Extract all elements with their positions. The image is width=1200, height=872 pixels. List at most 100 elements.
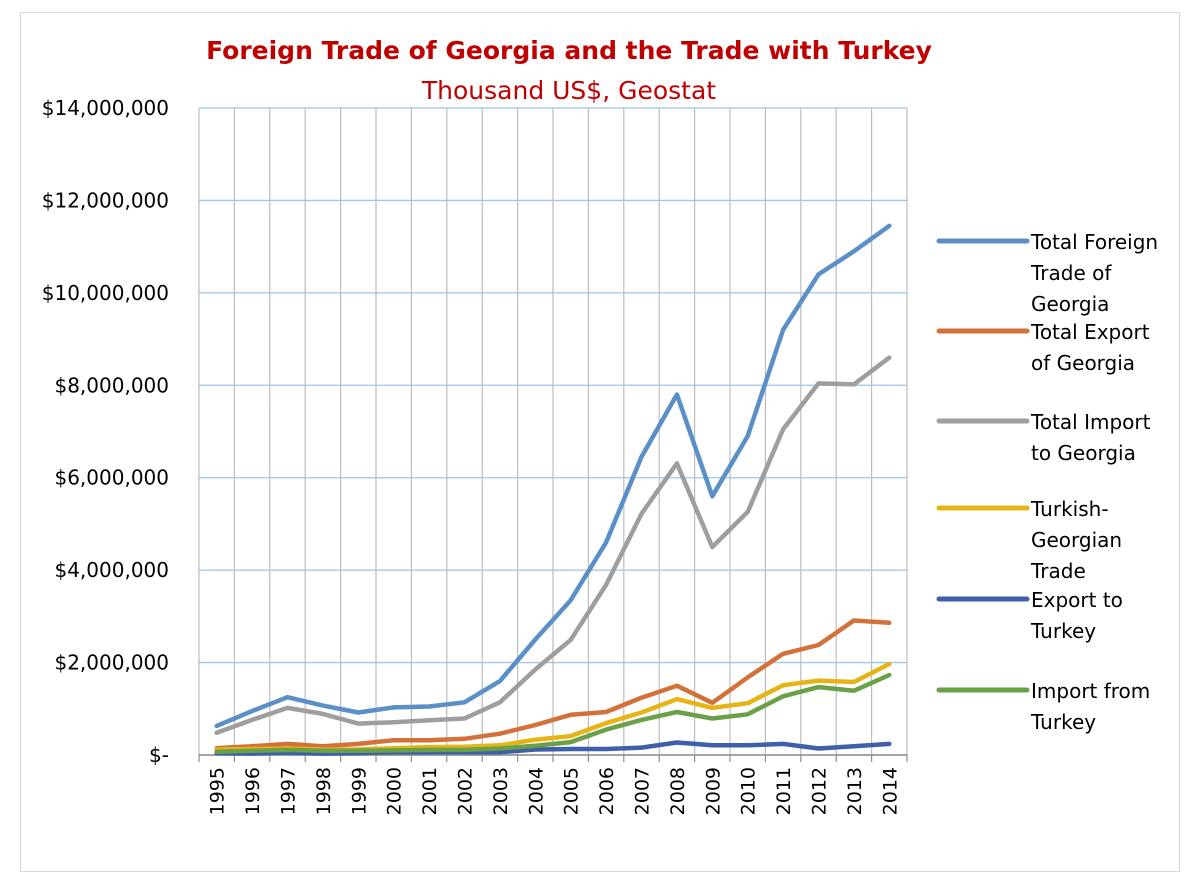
chart-subtitle: Thousand US$, Geostat	[421, 76, 716, 105]
legend-label: Turkey	[1030, 619, 1096, 643]
data-point	[427, 719, 431, 722]
data-point	[711, 717, 714, 720]
legend-label: Total Export	[1030, 320, 1150, 344]
data-point	[675, 710, 679, 714]
data-point	[888, 621, 891, 624]
data-point	[888, 673, 891, 677]
data-point	[711, 744, 714, 747]
legend-label: Import from	[1031, 679, 1150, 703]
data-point	[675, 462, 679, 465]
data-point	[604, 721, 608, 725]
data-point	[321, 704, 325, 707]
data-point	[427, 739, 431, 742]
legend-label: Trade	[1030, 559, 1086, 583]
data-point	[711, 706, 714, 710]
data-point	[640, 718, 643, 722]
data-point	[781, 428, 785, 431]
data-point	[392, 739, 395, 742]
data-point	[463, 737, 466, 740]
axes: $- $2,000,000 $4,000,000 $6,000,000 $8,000,0…	[42, 96, 908, 815]
data-point	[604, 583, 608, 587]
data-point	[321, 745, 325, 748]
data-point	[852, 745, 856, 748]
y-tick-label: $14,000,000	[42, 96, 169, 120]
data-point	[250, 718, 254, 722]
data-point	[852, 250, 856, 253]
data-point	[817, 382, 820, 385]
data-point	[675, 393, 679, 396]
data-point	[321, 712, 325, 716]
data-point	[286, 706, 289, 710]
data-point	[888, 742, 891, 746]
data-point	[604, 728, 608, 731]
data-point	[604, 747, 608, 751]
legend-entry: Export to Turkey	[936, 588, 1123, 643]
legend-label: Trade of	[1030, 261, 1112, 285]
series-lines	[214, 223, 892, 756]
data-point	[569, 747, 572, 751]
y-tick-label: $-	[149, 743, 169, 767]
data-point	[427, 748, 431, 752]
data-point	[817, 685, 820, 689]
data-point	[463, 717, 466, 720]
data-point	[215, 724, 218, 728]
data-point	[321, 749, 325, 752]
grid	[198, 107, 908, 756]
data-point	[215, 731, 218, 734]
data-point	[746, 510, 749, 514]
legend-label: to Georgia	[1031, 441, 1136, 465]
data-point	[392, 721, 395, 724]
data-point	[711, 495, 714, 498]
data-point	[357, 711, 360, 714]
x-tick-label: 2011	[773, 767, 795, 815]
x-tick-label: 2004	[525, 767, 547, 815]
y-tick-label: $12,000,000	[42, 188, 169, 212]
x-tick-label: 2008	[667, 767, 689, 815]
data-point	[852, 619, 856, 622]
data-point	[250, 709, 254, 713]
data-point	[534, 748, 537, 751]
y-tick-label: $2,000,000	[54, 651, 169, 675]
data-point	[817, 679, 820, 682]
data-point	[604, 541, 608, 544]
data-point	[463, 701, 466, 704]
x-tick-label: 1997	[278, 767, 300, 815]
legend-label: Total Foreign	[1030, 230, 1158, 254]
data-point	[746, 434, 749, 438]
x-tick-label: 1998	[313, 767, 335, 815]
x-tick-label: 2001	[419, 767, 441, 815]
data-point	[534, 738, 537, 741]
y-tick-label: $10,000,000	[42, 281, 169, 305]
x-tick-label: 2012	[809, 767, 831, 815]
data-point	[463, 745, 466, 748]
data-point	[817, 747, 820, 750]
data-point	[888, 356, 891, 359]
legend: Total Foreign Trade of Georgia Total Export…	[936, 230, 1158, 734]
data-point	[569, 638, 572, 642]
x-tick-label: 1996	[242, 767, 264, 815]
x-tick-label: 2014	[879, 767, 901, 815]
data-point	[534, 744, 537, 747]
data-point	[675, 741, 679, 744]
data-point	[215, 750, 218, 753]
x-tick-label: 1999	[348, 767, 370, 815]
legend-label: Export to	[1031, 588, 1123, 612]
data-point	[569, 599, 572, 602]
data-point	[357, 749, 360, 752]
data-point	[498, 732, 502, 735]
data-point	[640, 696, 643, 699]
data-point	[427, 705, 431, 708]
y-tick-label: $6,000,000	[54, 466, 169, 490]
data-point	[569, 713, 572, 716]
data-point	[640, 512, 643, 515]
data-point	[286, 696, 289, 699]
x-tick-label: 2009	[702, 767, 724, 815]
x-tick-label: 2007	[632, 767, 654, 815]
legend-label: Total Import	[1030, 410, 1151, 434]
data-point	[357, 742, 360, 746]
data-point	[640, 746, 643, 749]
legend-entry: Total Import to Georgia	[936, 410, 1151, 465]
series-line	[214, 618, 892, 751]
data-point	[604, 710, 608, 714]
legend-entry: Import from Turkey	[936, 679, 1150, 734]
